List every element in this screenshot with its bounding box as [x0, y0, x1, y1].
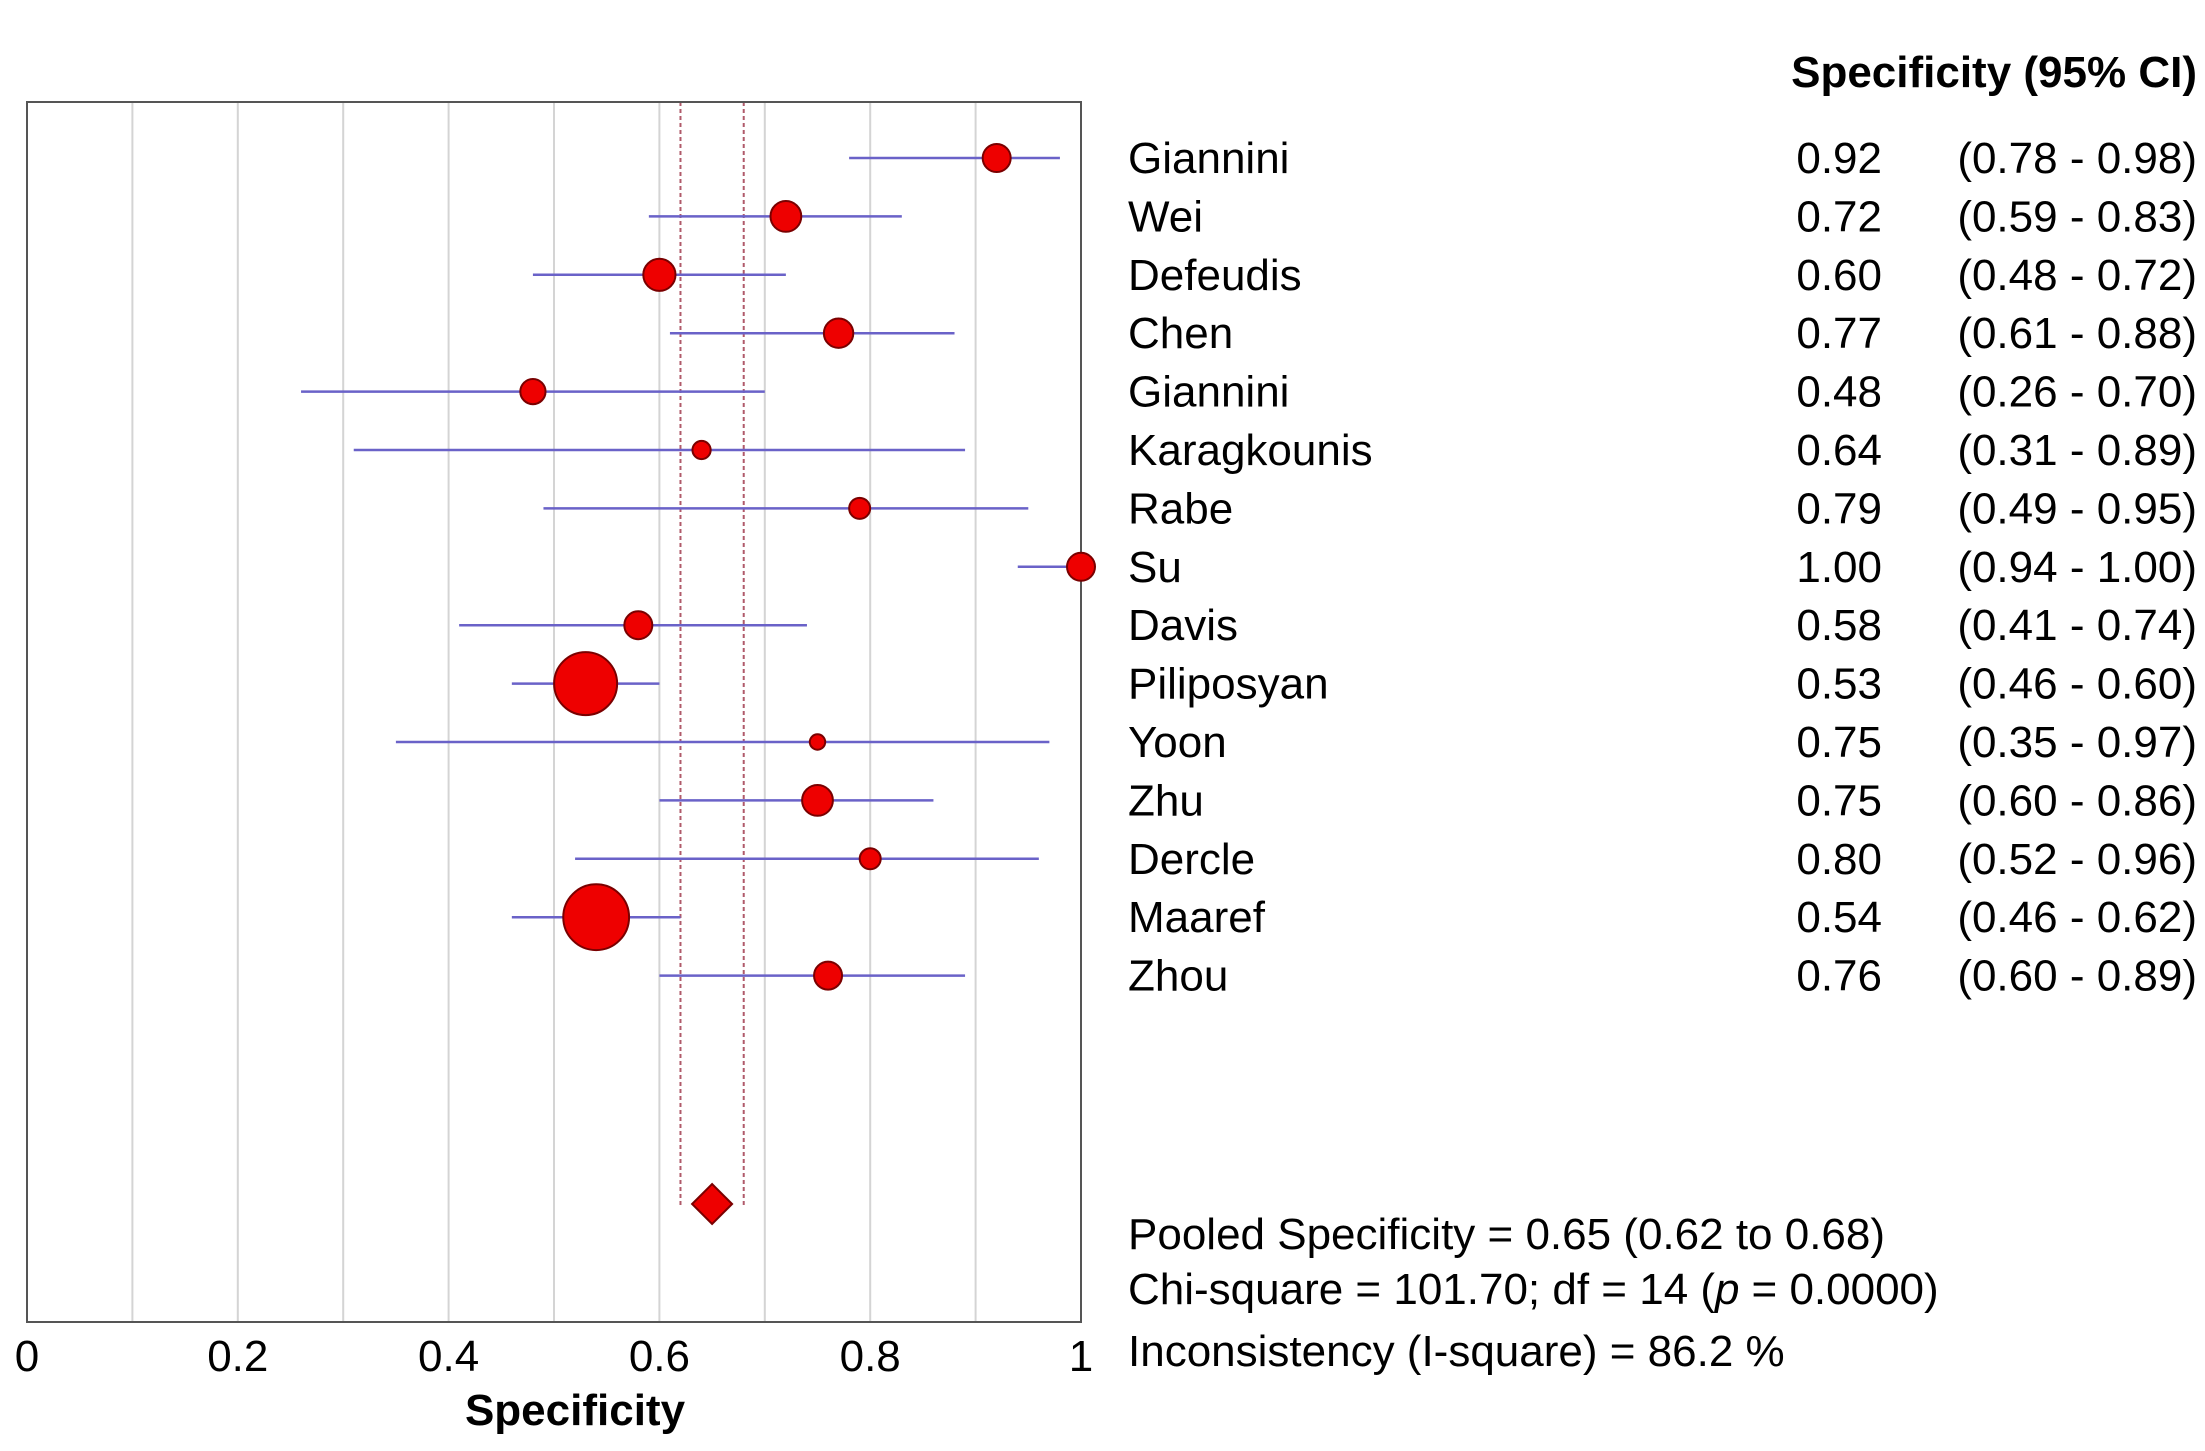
study-name: Zhou [1128, 952, 1228, 1001]
study-name: Maaref [1128, 893, 1266, 942]
summary-p-value: = 0.0000) [1752, 1265, 1939, 1314]
study-marker [553, 651, 619, 717]
study-names: Giannini Wei Defeudis Chen Giannini Karagkoun… [1128, 134, 1373, 1001]
summary-p-symbol: p [1713, 1265, 1739, 1314]
study-name: Su [1128, 543, 1182, 592]
confidence-intervals [301, 156, 1081, 977]
study-marker [858, 847, 882, 871]
study-estimate: 0.54 [1796, 893, 1882, 942]
plot-area-frame [26, 101, 1082, 1323]
study-estimate: 1.00 [1796, 543, 1882, 592]
study-name: Dercle [1128, 835, 1255, 884]
study-estimate: 0.80 [1796, 835, 1882, 884]
study-name: Chen [1128, 309, 1233, 358]
study-ci: (0.46 - 0.62) [1957, 893, 2197, 942]
study-estimate: 0.72 [1796, 192, 1882, 241]
study-marker [822, 317, 855, 349]
study-estimate: 0.92 [1796, 134, 1882, 183]
study-ci: (0.59 - 0.83) [1957, 192, 2197, 241]
x-tick-label: 0 [15, 1332, 39, 1381]
study-estimate: 0.79 [1796, 484, 1882, 533]
study-marker [691, 439, 712, 461]
study-marker [981, 143, 1012, 173]
study-name: Wei [1128, 192, 1203, 241]
study-ci: (0.46 - 0.60) [1957, 660, 2197, 709]
pooled-estimate [690, 1182, 734, 1226]
study-ci: (0.78 - 0.98) [1957, 134, 2197, 183]
study-marker [813, 960, 844, 991]
study-ci: (0.31 - 0.89) [1957, 426, 2197, 475]
study-name: Zhu [1128, 776, 1204, 825]
pooled-diamond [690, 1182, 734, 1226]
study-marker [848, 496, 872, 520]
study-name: Yoon [1128, 718, 1227, 767]
study-ci: (0.49 - 0.95) [1957, 484, 2197, 533]
study-estimate: 0.75 [1796, 718, 1882, 767]
study-estimate: 0.58 [1796, 601, 1882, 650]
study-marker [642, 257, 677, 292]
study-name: Karagkounis [1128, 426, 1373, 475]
summary-inconsistency: Inconsistency (I-square) = 86.2 % [1128, 1327, 1785, 1376]
study-values: 0.92 (0.78 - 0.98) 0.72 (0.59 - 0.83) 0.60 (0… [1796, 134, 2197, 1001]
study-name: Giannini [1128, 134, 1289, 183]
study-ci: (0.94 - 1.00) [1957, 543, 2197, 592]
grid-lines [131, 102, 977, 1322]
study-marker [519, 378, 547, 406]
study-ci: (0.41 - 0.74) [1957, 601, 2197, 650]
study-name: Davis [1128, 601, 1238, 650]
study-estimate: 0.53 [1796, 660, 1882, 709]
study-estimate: 0.48 [1796, 368, 1882, 417]
study-ci: (0.35 - 0.97) [1957, 718, 2197, 767]
x-tick-label: 0.2 [207, 1332, 268, 1381]
study-marker [801, 784, 834, 817]
study-marker [623, 610, 654, 641]
study-ci: (0.60 - 0.89) [1957, 952, 2197, 1001]
x-tick-label: 0.8 [840, 1332, 901, 1381]
study-ci: (0.48 - 0.72) [1957, 251, 2197, 300]
study-estimate: 0.64 [1796, 426, 1882, 475]
study-name: Rabe [1128, 484, 1233, 533]
study-marker [808, 733, 827, 751]
study-ci: (0.60 - 0.86) [1957, 776, 2197, 825]
study-marker [769, 200, 803, 233]
summary-chi-square-text: Chi-square = 101.70; df = 14 ( [1128, 1265, 1715, 1314]
study-ci: (0.61 - 0.88) [1957, 309, 2197, 358]
study-marker [1066, 551, 1096, 582]
study-estimate: 0.76 [1796, 952, 1882, 1001]
x-tick-label: 0.4 [418, 1332, 479, 1381]
study-markers [519, 143, 1096, 991]
study-estimate: 0.77 [1796, 309, 1882, 358]
summary-pooled: Pooled Specificity = 0.65 (0.62 to 0.68) [1128, 1210, 1885, 1259]
study-ci: (0.52 - 0.96) [1957, 835, 2197, 884]
pooled-ci-reference-lines [679, 102, 745, 1206]
x-axis-label: Specificity [465, 1386, 686, 1435]
study-name: Piliposyan [1128, 660, 1329, 709]
x-axis-ticks: 0 0.2 0.4 0.6 0.8 1 [15, 1332, 1093, 1381]
study-name: Giannini [1128, 368, 1289, 417]
study-estimate: 0.60 [1796, 251, 1882, 300]
study-estimate: 0.75 [1796, 776, 1882, 825]
summary-chi-square: Chi-square = 101.70; df = 14 (p = 0.0000) [1128, 1265, 1939, 1314]
x-tick-label: 1 [1069, 1332, 1093, 1381]
study-name: Defeudis [1128, 251, 1302, 300]
study-ci: (0.26 - 0.70) [1957, 368, 2197, 417]
column-header: Specificity (95% CI) [1791, 48, 2197, 97]
study-marker [562, 883, 631, 952]
x-tick-label: 0.6 [629, 1332, 690, 1381]
